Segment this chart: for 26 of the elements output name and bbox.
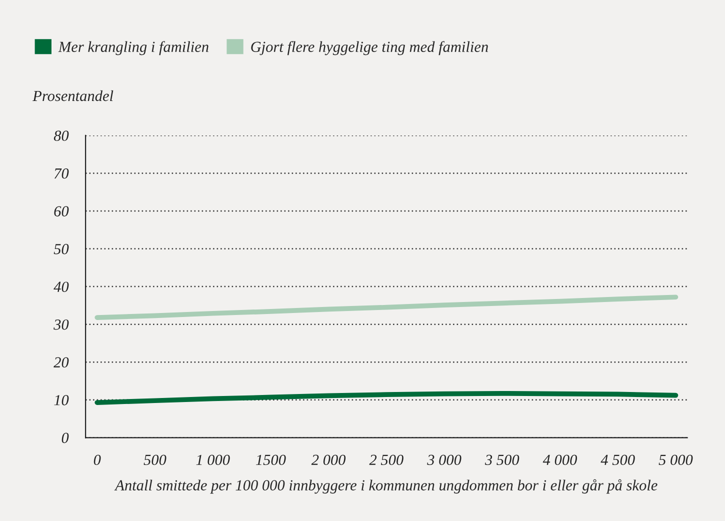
line-series (94, 294, 678, 320)
x-tick-label: 1500 (256, 454, 286, 466)
x-tick-label: 500 (144, 454, 166, 466)
y-tick-label: 10 (54, 395, 69, 406)
y-axis-title: Prosentandel (32, 90, 114, 102)
y-tick-label: 80 (54, 130, 69, 141)
y-tick-label: 40 (54, 282, 69, 292)
legend-label: Gjort flere hyggelige ting med familien (251, 41, 488, 56)
x-tick-label: 4 500 (600, 454, 635, 466)
y-tick-label: 30 (54, 319, 69, 330)
y-tick-label: 50 (54, 244, 69, 254)
x-tick-label: 3 500 (484, 454, 520, 466)
y-tick-label: 20 (54, 357, 69, 368)
x-axis-title: Antall smittede per 100 000 innbyggere i kommunen ungdommen bor i eller går på skole (114, 479, 658, 494)
y-tick-label: 70 (54, 168, 69, 179)
x-tick-label: 4 000 (542, 454, 577, 466)
x-tick-label: 0 (94, 454, 101, 466)
x-tick-label: 3 000 (427, 454, 462, 466)
x-tick-label: 5 000 (658, 454, 693, 466)
x-tick-label: 2 000 (311, 454, 346, 466)
legend-label: Mer krangling i familien (58, 41, 208, 56)
x-tick-label: 1 000 (196, 454, 230, 466)
y-tick-label: 60 (54, 206, 69, 216)
x-tick-label: 2 500 (369, 454, 404, 466)
line-series (94, 391, 678, 405)
y-tick-label: 0 (62, 432, 69, 444)
